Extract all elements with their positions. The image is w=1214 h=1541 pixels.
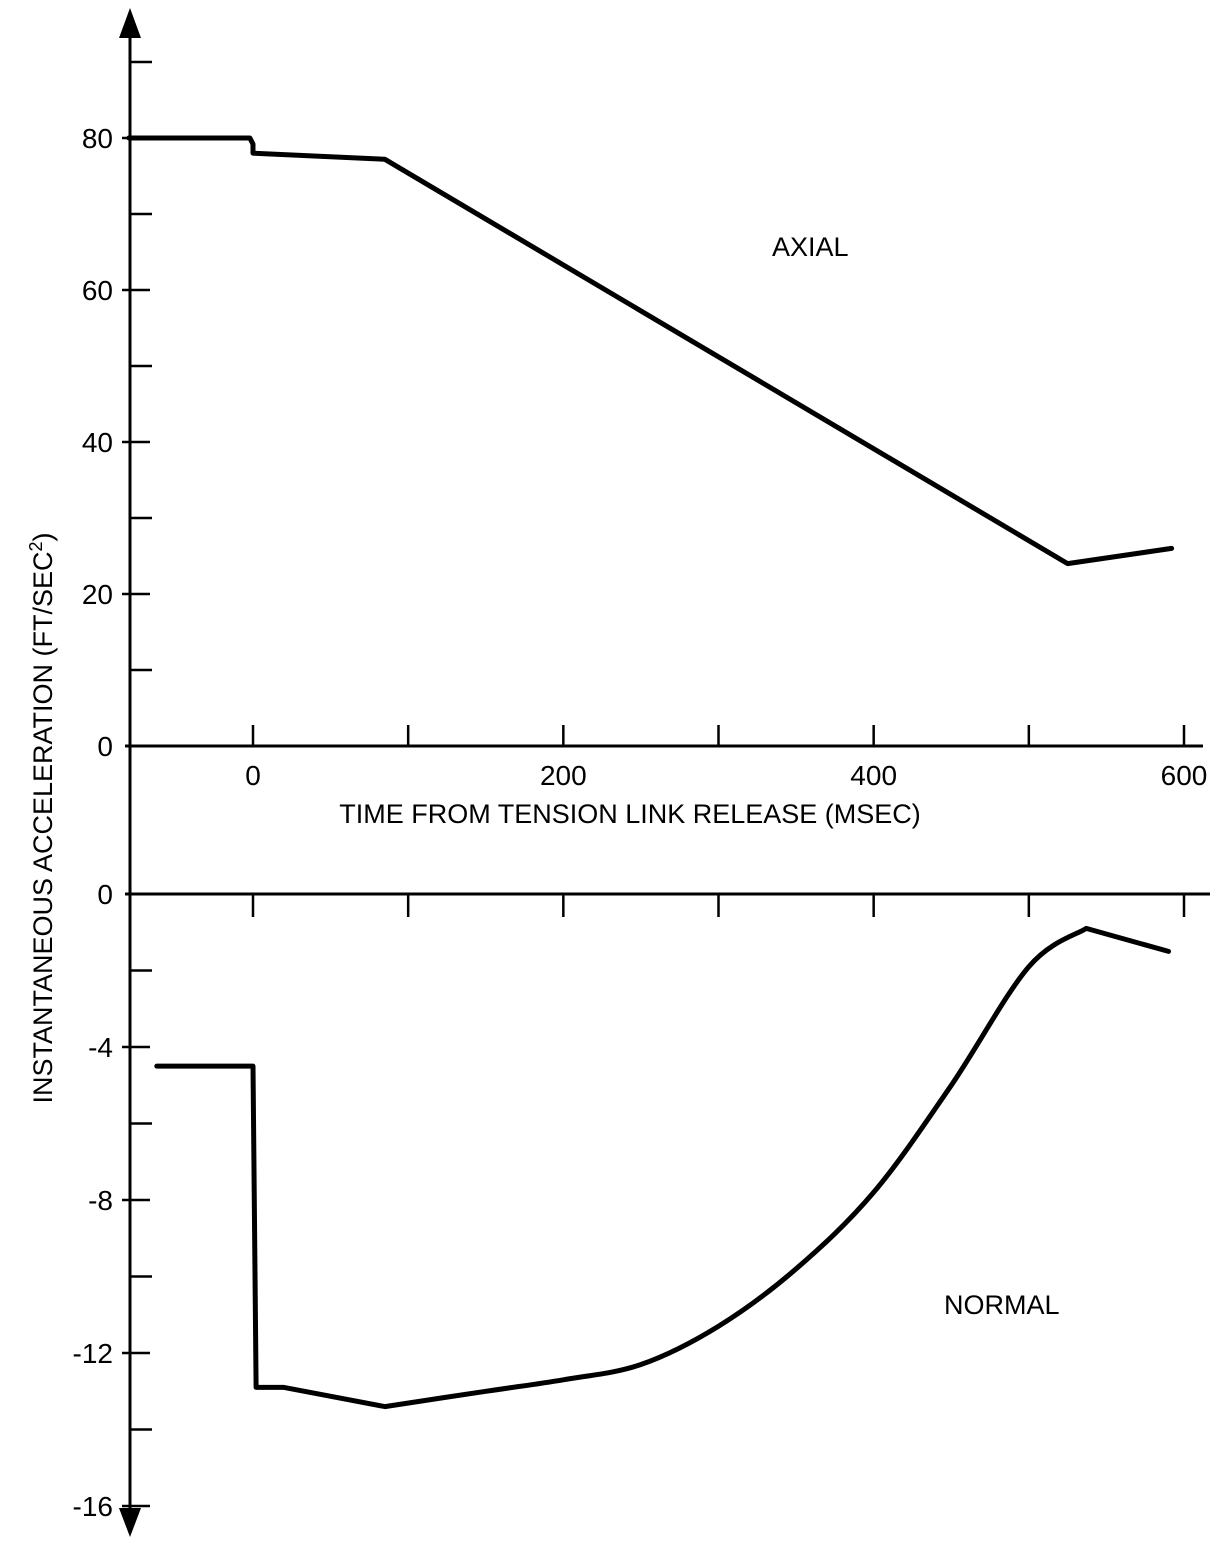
axial-acceleration-line [126,135,1175,567]
normal-ticks: 0 -4 -8 -12 -16 [73,879,1186,1522]
normal-acceleration-line [154,925,1171,1410]
normal-y-tick-label: -12 [73,1338,113,1369]
x-axis-title: TIME FROM TENSION LINK RELEASE (MSEC) [339,799,921,829]
axial-x-tick-label: 0 [245,760,261,791]
normal-y-tick-label: -4 [88,1032,113,1063]
axial-y-tick-label: 0 [97,731,113,762]
axial-x-tick-label: 200 [540,760,587,791]
axial-x-tick-label: 600 [1161,760,1208,791]
axial-y-tick-label: 40 [82,427,113,458]
y-axis-title-main: INSTANTANEOUS ACCELERATION (FT/SEC [28,551,58,1103]
axial-y-tick-label: 60 [82,275,113,306]
y-axis-top-arrow [119,8,141,38]
normal-y-tick-label: 0 [97,879,113,910]
normal-y-tick-label: -8 [88,1185,113,1216]
normal-annotation: NORMAL [944,1290,1060,1320]
y-axis-title-close: ) [28,532,58,541]
axial-x-tick-label: 400 [850,760,897,791]
y-axis-bottom-arrow [119,1508,141,1537]
y-axis-title: INSTANTANEOUS ACCELERATION (FT/SEC2) [26,532,58,1103]
axial-y-tick-label: 20 [82,579,113,610]
axial-ticks: 0 200 400 600 0 20 40 60 80 [82,60,1208,791]
axial-y-tick-label: 80 [82,123,113,154]
normal-y-tick-label: -16 [73,1491,113,1522]
y-axis-title-superscript: 2 [26,541,46,551]
axial-annotation: AXIAL [772,232,849,262]
